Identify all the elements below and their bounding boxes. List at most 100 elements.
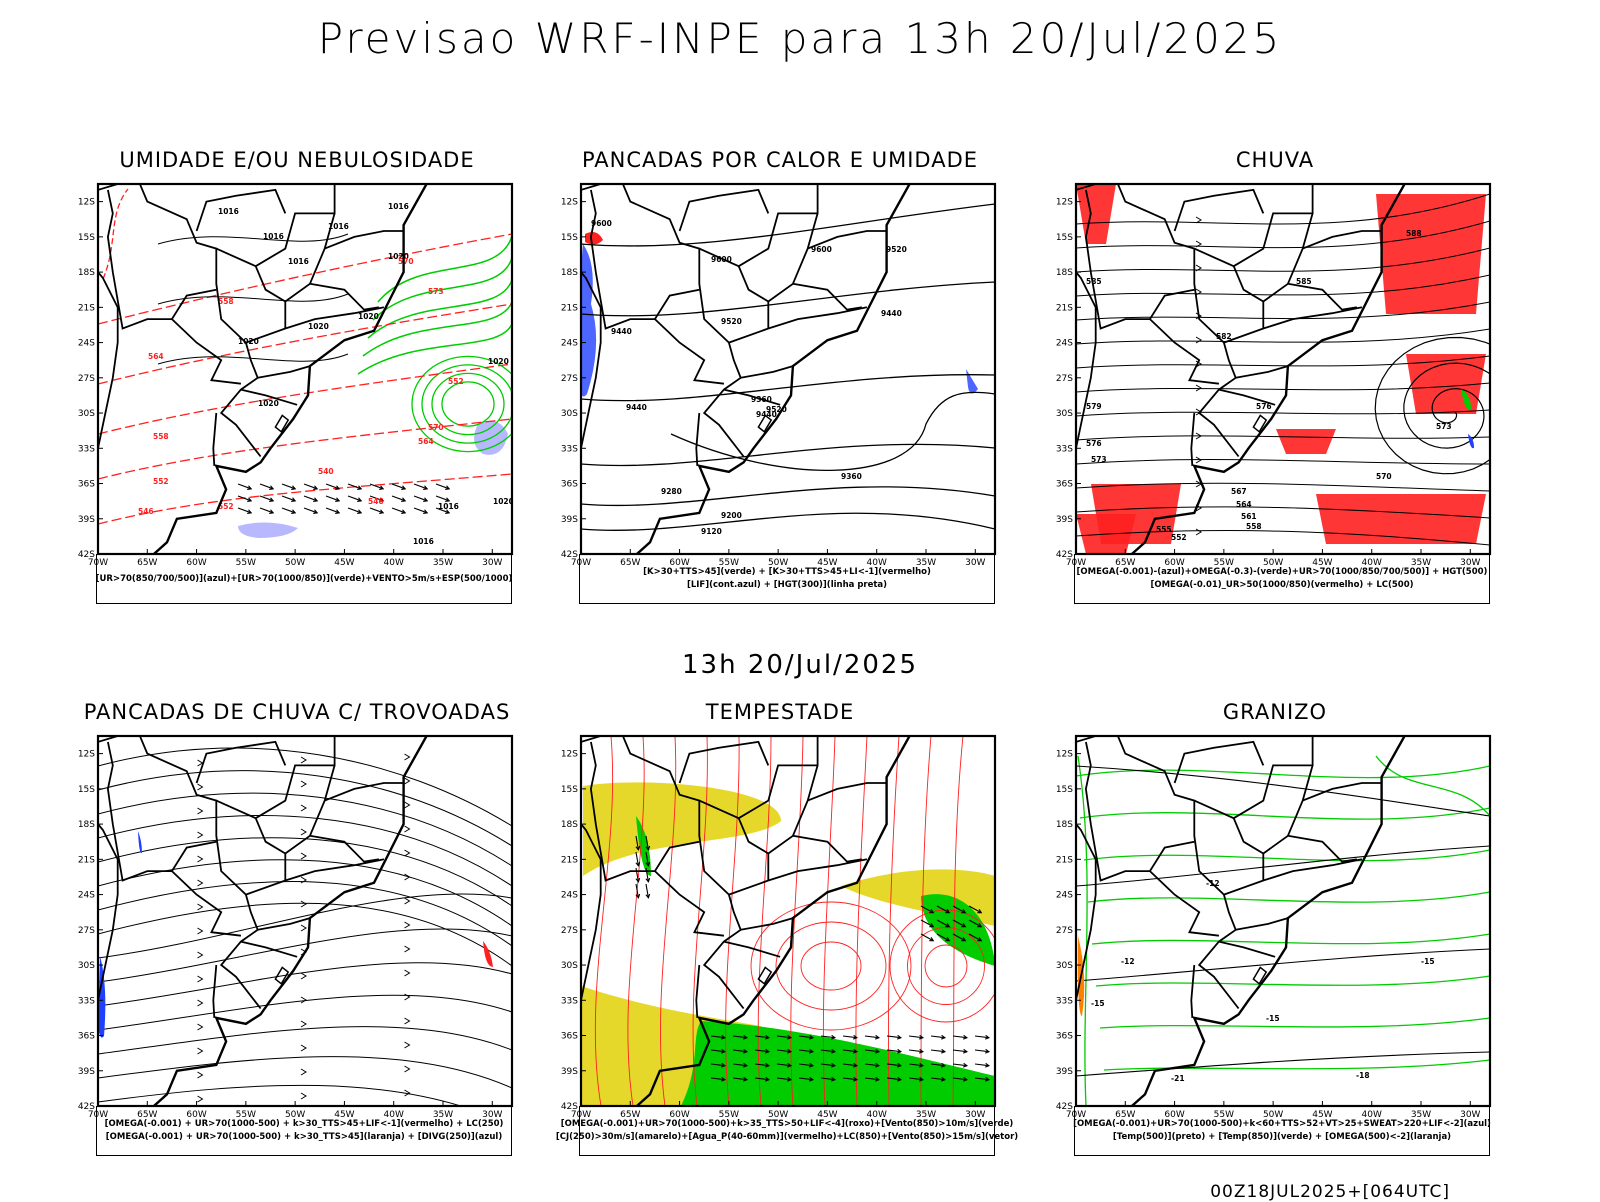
lat-tick-label: 36S xyxy=(1056,1032,1073,1042)
flow-arrowhead xyxy=(197,879,204,887)
lon-tick-label: 45W xyxy=(1312,558,1332,568)
lat-tick-label: 15S xyxy=(561,233,578,243)
streamline xyxy=(98,770,512,847)
contour-label: 546 xyxy=(368,497,384,506)
flow-arrowhead xyxy=(1195,528,1202,536)
lat-tick-label: 18S xyxy=(1056,820,1073,830)
temperature-500-contour xyxy=(1076,765,1490,817)
flow-arrowhead xyxy=(404,825,411,833)
height-contour xyxy=(581,374,995,402)
rain-area xyxy=(1376,194,1486,314)
flow-arrowhead xyxy=(404,753,411,761)
lat-tick-label: 12S xyxy=(78,750,95,760)
land-boundaries xyxy=(98,736,428,1106)
lon-tick-label: 35W xyxy=(433,1110,453,1120)
lon-tick-label: 60W xyxy=(669,1110,689,1120)
lat-tick-label: 42S xyxy=(561,1102,578,1112)
lon-tick-label: 65W xyxy=(620,558,640,568)
lat-tick-label: 18S xyxy=(78,820,95,830)
lon-tick-label: 30W xyxy=(482,558,502,568)
lat-tick-label: 39S xyxy=(561,1067,578,1077)
contour-label: 552 xyxy=(218,502,234,511)
rain-area xyxy=(1316,494,1486,544)
contour-label: 564 xyxy=(418,437,434,446)
lon-tick-label: 65W xyxy=(1115,1110,1135,1120)
panel-title: PANCADAS POR CALOR E UMIDADE xyxy=(581,148,979,172)
flow-arrowhead xyxy=(300,900,307,908)
legend-line: [LIF](cont.azul) + [HGT(300)](linha pret… xyxy=(686,580,888,590)
thickness-line xyxy=(98,363,512,435)
legend-line: [OMEGA(-0.001) + UR>70(1000-500) + k>30_… xyxy=(104,1119,504,1129)
flow-arrowhead xyxy=(300,1020,307,1028)
thickness-line xyxy=(98,233,512,325)
flow-arrowhead xyxy=(404,921,411,929)
lat-tick-label: 39S xyxy=(1056,1067,1073,1077)
lat-tick-label: 42S xyxy=(78,550,95,560)
land-boundaries xyxy=(1076,184,1406,554)
contour-label: 1016 xyxy=(218,207,239,216)
contour-label: 546 xyxy=(138,507,154,516)
contour-label: 567 xyxy=(1231,487,1247,496)
contour-label: 9520 xyxy=(886,245,907,254)
streamline xyxy=(98,962,512,1007)
lat-tick-label: 39S xyxy=(78,1067,95,1077)
streamline xyxy=(98,881,512,947)
streamline xyxy=(1076,382,1490,393)
temperature-850-contour xyxy=(1103,1059,1490,1071)
lat-tick-label: 33S xyxy=(561,996,578,1006)
contour-label: 1016 xyxy=(263,232,284,241)
height-contour xyxy=(581,512,995,532)
contour-label: 540 xyxy=(318,467,334,476)
panel-granizo: GRANIZO -12 -12 -15 -15 -15 -18 -21 12S 15S 18S 21S… xyxy=(1040,700,1510,1190)
lon-tick-label: 45W xyxy=(334,1110,354,1120)
contour-label: 585 xyxy=(1296,277,1312,286)
flow-arrowhead xyxy=(1195,384,1202,392)
flow-arrowhead xyxy=(1195,264,1202,272)
streamline xyxy=(98,837,512,907)
lat-tick-label: 15S xyxy=(78,233,95,243)
lon-tick-label: 30W xyxy=(482,1110,502,1120)
storm-area xyxy=(483,941,493,967)
land-boundaries xyxy=(581,184,911,554)
legend-line: [OMEGA(-0.001) + UR>70(1000-500) + k>30_… xyxy=(105,1132,503,1142)
panel-title: TEMPESTADE xyxy=(705,700,855,724)
lat-tick-label: 27S xyxy=(78,374,95,384)
flow-arrowhead xyxy=(404,969,411,977)
lat-tick-label: 24S xyxy=(78,339,95,349)
map-content xyxy=(581,736,995,1106)
lat-tick-label: 15S xyxy=(78,785,95,795)
lat-tick-label: 27S xyxy=(1056,926,1073,936)
humidity-contour xyxy=(377,235,512,303)
contour-label: 570 xyxy=(428,423,444,432)
lat-tick-label: 33S xyxy=(1056,444,1073,454)
temperature-500-contour xyxy=(1076,948,1490,982)
lat-tick-label: 30S xyxy=(1056,961,1073,971)
lon-tick-label: 60W xyxy=(1164,1110,1184,1120)
flow-arrowhead xyxy=(1195,336,1202,344)
panel-umidade: UMIDADE E/OU NEBULOSIDADE 1016 1016 1016 101… xyxy=(62,148,532,638)
lon-tick-label: 55W xyxy=(236,558,256,568)
contour-label: 1016 xyxy=(413,537,434,546)
contour-label: 9440 xyxy=(611,327,632,336)
temperature-850-contour xyxy=(1076,765,1490,779)
contour-label: 573 xyxy=(1436,422,1452,431)
flow-arrowhead xyxy=(404,1089,411,1097)
lon-tick-label: 40W xyxy=(384,1110,404,1120)
panel-chuva: CHUVA 588 585 585 582 579 576 576 573 573 570 567 56… xyxy=(1040,148,1510,638)
streamline xyxy=(98,928,512,983)
streamline xyxy=(1076,247,1490,273)
lat-tick-label: 39S xyxy=(561,515,578,525)
rain-area xyxy=(1276,429,1336,454)
omega-area xyxy=(1468,434,1474,449)
temperature-500-contour xyxy=(1076,845,1490,887)
streamline xyxy=(98,994,512,1031)
lon-tick-label: 35W xyxy=(1411,1110,1431,1120)
humidity-contour xyxy=(431,372,505,436)
lif-area xyxy=(966,369,978,394)
humidity-contour xyxy=(362,301,512,357)
contour-label: 555 xyxy=(1156,525,1172,534)
lon-tick-label: 55W xyxy=(1214,1110,1234,1120)
